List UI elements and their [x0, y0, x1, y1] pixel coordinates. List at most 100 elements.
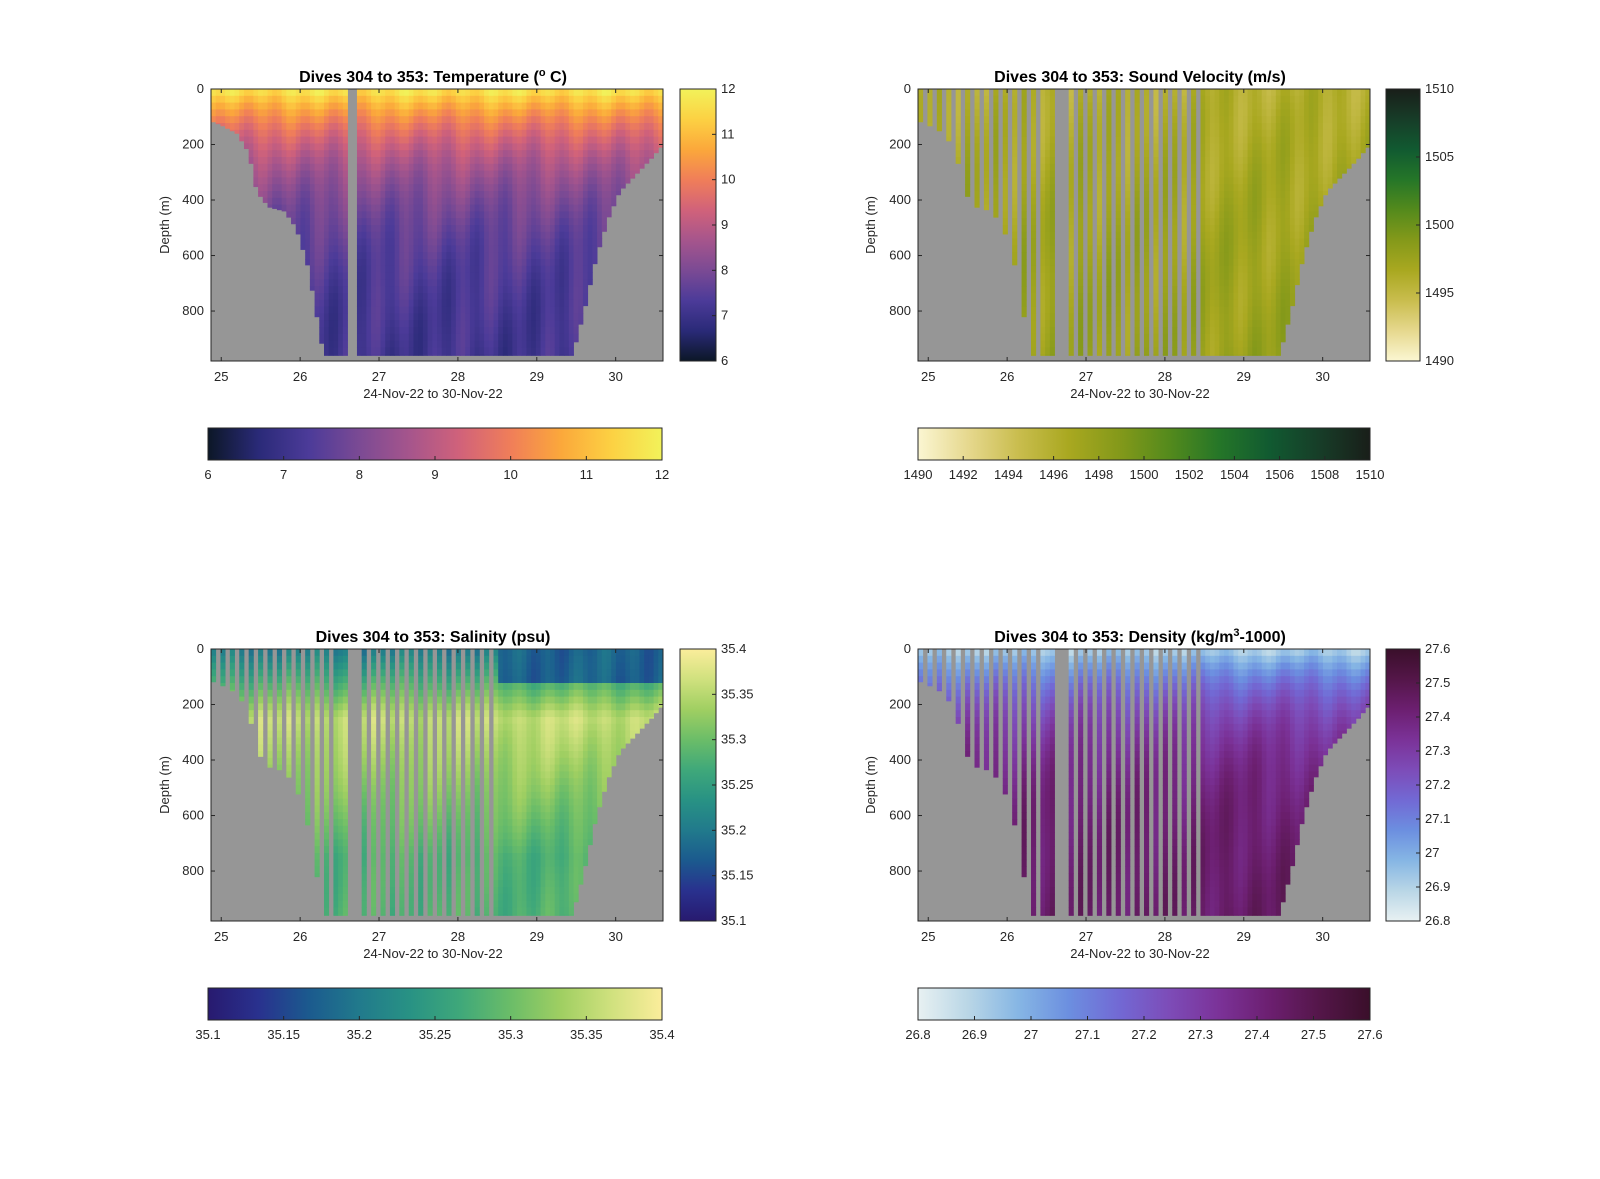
heatmap-cell [564, 293, 569, 300]
heatmap-cell [545, 279, 550, 286]
heatmap-cell [984, 184, 989, 191]
heatmap-cell [1163, 232, 1168, 239]
heatmap-cell [1224, 313, 1229, 320]
heatmap-cell [512, 313, 517, 320]
temperature-title: Dives 304 to 353: Temperature (o C) [299, 67, 567, 86]
heatmap-cell [225, 109, 230, 116]
heatmap-cell [975, 103, 980, 110]
heatmap-cell [555, 96, 560, 103]
heatmap-cell [1266, 205, 1271, 212]
heatmap-cell [338, 341, 343, 348]
heatmap-cell [1125, 89, 1130, 96]
heatmap-cell [1163, 307, 1168, 314]
heatmap-cell [1201, 232, 1206, 239]
heatmap-cell [517, 232, 522, 239]
heatmap-cell [272, 96, 277, 103]
heatmap-cell [376, 130, 381, 137]
heatmap-cell [965, 96, 970, 103]
heatmap-cell [413, 171, 418, 178]
heatmap-cell [1238, 218, 1243, 225]
heatmap-cell [654, 96, 659, 103]
heatmap-cell [1045, 116, 1050, 123]
heatmap-cell [329, 143, 334, 150]
heatmap-cell [418, 266, 423, 273]
heatmap-cell [1040, 259, 1045, 266]
heatmap-cell [395, 116, 400, 123]
heatmap-cell [253, 130, 258, 137]
heatmap-cell [423, 123, 428, 130]
heatmap-cell [409, 143, 414, 150]
heatmap-cell [390, 130, 395, 137]
heatmap-cell [268, 96, 273, 103]
heatmap-cell [1078, 327, 1083, 334]
heatmap-cell [984, 143, 989, 150]
heatmap-cell [475, 334, 480, 341]
heatmap-cell [1191, 177, 1196, 184]
heatmap-cell [423, 252, 428, 259]
heatmap-cell [343, 293, 348, 300]
heatmap-cell [475, 171, 480, 178]
heatmap-cell [597, 225, 602, 232]
heatmap-cell [592, 89, 597, 96]
heatmap-cell [395, 279, 400, 286]
heatmap-cell [1266, 116, 1271, 123]
heatmap-cell [1191, 232, 1196, 239]
heatmap-cell [1144, 293, 1149, 300]
heatmap-cell [1182, 279, 1187, 286]
heatmap-cell [395, 239, 400, 246]
heatmap-cell [1191, 252, 1196, 259]
heatmap-cell [508, 232, 513, 239]
heatmap-cell [1248, 96, 1253, 103]
heatmap-cell [437, 279, 442, 286]
heatmap-cell [1182, 205, 1187, 212]
heatmap-cell [965, 164, 970, 171]
heatmap-cell [343, 103, 348, 110]
heatmap-cell [404, 300, 409, 307]
heatmap-cell [249, 103, 254, 110]
heatmap-cell [1210, 184, 1215, 191]
heatmap-cell [1309, 150, 1314, 157]
heatmap-cell [1182, 225, 1187, 232]
heatmap-cell [574, 184, 579, 191]
heatmap-cell [503, 116, 508, 123]
heatmap-cell [1201, 300, 1206, 307]
profile-column [639, 89, 644, 169]
heatmap-cell [1069, 137, 1074, 144]
heatmap-cell [319, 239, 324, 246]
heatmap-cell [362, 191, 367, 198]
heatmap-cell [461, 307, 466, 314]
heatmap-cell [1003, 225, 1008, 232]
heatmap-cell [385, 198, 390, 205]
heatmap-cell [1106, 327, 1111, 334]
heatmap-cell [1210, 313, 1215, 320]
heatmap-cell [1266, 225, 1271, 232]
heatmap-cell [498, 300, 503, 307]
heatmap-cell [362, 123, 367, 130]
heatmap-cell [263, 164, 268, 171]
heatmap-cell [1205, 252, 1210, 259]
heatmap-cell [343, 300, 348, 307]
heatmap-cell [1243, 225, 1248, 232]
heatmap-cell [305, 164, 310, 171]
heatmap-cell [498, 96, 503, 103]
heatmap-cell [1210, 218, 1215, 225]
heatmap-cell [329, 191, 334, 198]
heatmap-cell [1163, 198, 1168, 205]
heatmap-cell [526, 320, 531, 327]
heatmap-cell [1201, 252, 1206, 259]
heatmap-cell [616, 143, 621, 150]
heatmap-cell [1210, 96, 1215, 103]
heatmap-cell [1332, 109, 1337, 116]
heatmap-cell [1295, 150, 1300, 157]
heatmap-cell [470, 225, 475, 232]
heatmap-cell [512, 171, 517, 178]
heatmap-cell [1262, 191, 1267, 198]
heatmap-cell [442, 259, 447, 266]
heatmap-cell [512, 211, 517, 218]
heatmap-cell [1210, 225, 1215, 232]
heatmap-cell [1281, 109, 1286, 116]
heatmap-cell [597, 239, 602, 246]
heatmap-cell [479, 354, 484, 356]
heatmap-cell [621, 164, 626, 171]
heatmap-cell [984, 103, 989, 110]
